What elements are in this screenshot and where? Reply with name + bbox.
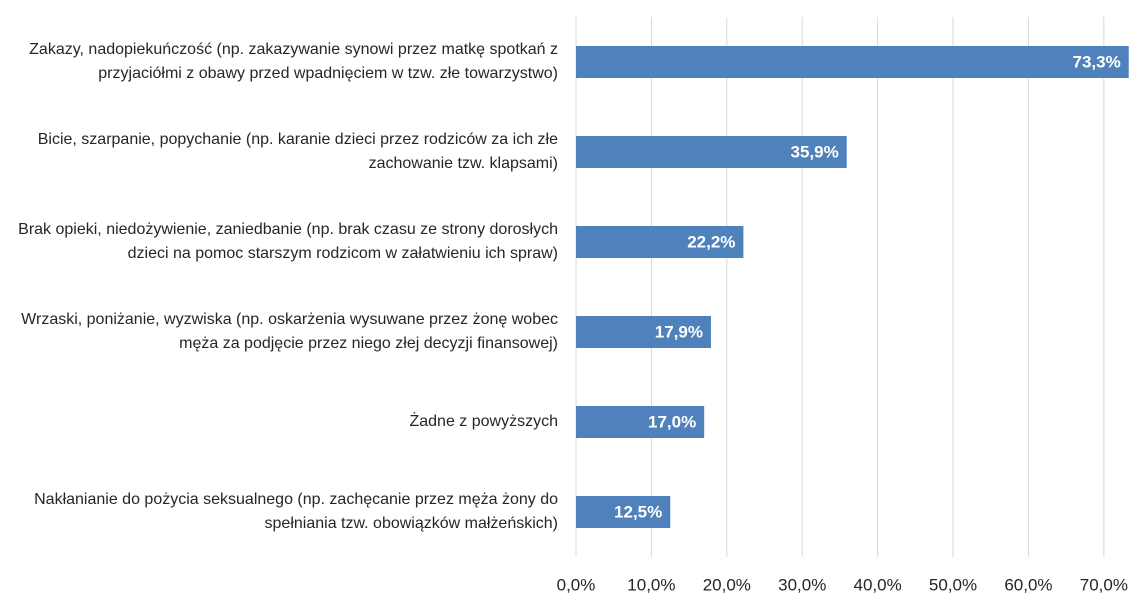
x-tick-label: 60,0% bbox=[1004, 575, 1052, 594]
x-tick-label: 20,0% bbox=[703, 575, 751, 594]
data-label: 17,9% bbox=[655, 322, 703, 341]
y-tick-label: Wrzaski, poniżanie, wyzwiska (np. oskarż… bbox=[21, 311, 558, 352]
data-label: 22,2% bbox=[687, 232, 735, 251]
data-label: 12,5% bbox=[614, 502, 662, 521]
y-tick-label: Nakłanianie do pożycia seksualnego (np. … bbox=[34, 491, 558, 532]
data-label: 17,0% bbox=[648, 412, 696, 431]
bar bbox=[576, 46, 1129, 78]
y-tick-label: Brak opieki, niedożywienie, zaniedbanie … bbox=[18, 221, 558, 262]
x-tick-label: 50,0% bbox=[929, 575, 977, 594]
y-tick-label: Bicie, szarpanie, popychanie (np. karani… bbox=[37, 131, 558, 172]
bar bbox=[576, 226, 744, 258]
data-label: 35,9% bbox=[791, 142, 839, 161]
bar bbox=[576, 136, 847, 168]
bar bbox=[576, 496, 671, 528]
x-tick-label: 70,0% bbox=[1080, 575, 1128, 594]
data-label: 73,3% bbox=[1073, 52, 1121, 71]
bar bbox=[576, 406, 705, 438]
y-tick-label: Zakazy, nadopiekuńczość (np. zakazywanie… bbox=[29, 41, 558, 82]
x-tick-label: 0,0% bbox=[557, 575, 596, 594]
x-tick-label: 10,0% bbox=[627, 575, 675, 594]
bar bbox=[576, 316, 711, 348]
x-tick-label: 30,0% bbox=[778, 575, 826, 594]
x-tick-label: 40,0% bbox=[854, 575, 902, 594]
y-tick-label: Żadne z powyższych bbox=[409, 413, 558, 430]
